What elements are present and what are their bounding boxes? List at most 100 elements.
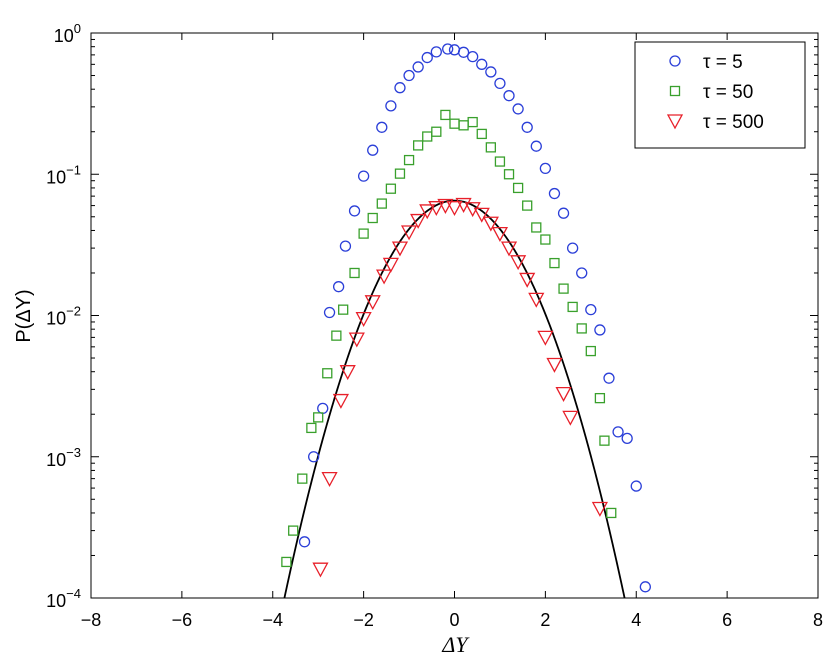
data-point-square: [485, 142, 497, 153]
data-point-triangle-down: [400, 225, 418, 241]
data-point-circle: [394, 82, 406, 94]
data-point-triangle-down: [510, 255, 527, 271]
data-point-square: [594, 392, 606, 404]
legend: τ = 5 τ = 50 τ = 500: [634, 41, 806, 149]
data-point-square: [540, 234, 551, 245]
data-point-circle: [385, 100, 397, 112]
data-point-square: [331, 330, 342, 341]
y-tick-label: 10−3: [46, 445, 81, 470]
data-point-triangle-down: [446, 201, 463, 217]
data-point-circle: [548, 187, 561, 200]
data-point-square: [503, 169, 515, 180]
data-point-circle: [298, 536, 311, 548]
data-point-square: [349, 267, 360, 279]
y-tick-label: 100: [54, 21, 81, 46]
legend-marker-triangle-down: [666, 114, 684, 130]
data-point-square: [585, 345, 596, 357]
data-point-square: [558, 283, 569, 294]
data-point-triangle-down: [364, 295, 381, 311]
data-point-circle: [566, 242, 579, 254]
x-tick-label: 2: [540, 610, 550, 630]
data-point-triangle-down: [482, 216, 499, 232]
data-point-circle: [332, 281, 345, 293]
y-tick-label: 10−1: [46, 162, 81, 187]
data-point-circle: [323, 306, 336, 319]
legend-entry-label: τ = 50: [703, 82, 753, 103]
data-point-circle: [348, 205, 361, 217]
data-point-circle: [457, 46, 470, 58]
data-point-triangle-down: [437, 198, 454, 214]
data-point-square: [512, 182, 524, 194]
data-point-circle: [494, 77, 506, 90]
data-point-circle: [603, 372, 615, 384]
data-point-square: [376, 198, 387, 209]
x-tick-label: −4: [262, 610, 283, 630]
data-point-circle: [585, 304, 597, 316]
gaussian-fit-curve: [283, 199, 626, 599]
data-point-square: [467, 116, 478, 128]
data-point-square: [576, 323, 587, 334]
data-point-triangle-down: [519, 272, 536, 288]
data-point-square: [385, 183, 397, 194]
data-point-circle: [467, 51, 479, 63]
x-tick-label: −2: [353, 610, 374, 630]
data-point-circle: [539, 162, 552, 175]
data-point-square: [549, 257, 560, 269]
data-point-triangle-down: [528, 292, 545, 308]
data-point-triangle-down: [391, 241, 409, 257]
data-point-circle: [512, 103, 524, 115]
data-point-circle: [521, 121, 533, 133]
data-point-square: [599, 435, 610, 446]
data-point-triangle-down: [546, 357, 563, 373]
curve-layer: [283, 199, 626, 599]
data-point-square: [306, 422, 317, 434]
data-point-triangle-down: [491, 226, 509, 242]
x-tick-label: −6: [172, 610, 193, 630]
data-point-circle: [430, 46, 442, 58]
data-point-circle: [630, 480, 642, 492]
data-point-circle: [576, 267, 588, 279]
data-point-triangle-down: [382, 257, 399, 273]
data-point-square: [322, 368, 333, 379]
data-point-triangle-down: [473, 207, 490, 223]
data-point-circle: [557, 207, 570, 219]
data-point-square: [431, 126, 442, 137]
data-point-triangle-down: [410, 213, 427, 229]
x-tick-label: −8: [81, 610, 102, 630]
data-point-triangle-down: [537, 330, 554, 346]
data-point-triangle-down: [428, 201, 445, 217]
data-point-square: [288, 525, 299, 536]
data-point-circle: [442, 43, 454, 55]
data-point-triangle-down: [464, 202, 481, 218]
data-point-square: [297, 473, 308, 484]
data-point-triangle-down: [500, 241, 518, 257]
data-point-triangle-down: [375, 269, 393, 285]
x-tick-label: 0: [449, 610, 459, 630]
data-point-circle: [403, 69, 415, 82]
data-point-square: [412, 140, 424, 151]
y-tick-label: 10−2: [46, 304, 81, 329]
data-point-triangle-down: [321, 471, 338, 488]
data-point-circle: [612, 426, 624, 438]
data-point-square: [403, 154, 415, 166]
data-point-triangle-down: [355, 311, 372, 328]
data-point-circle: [357, 170, 370, 182]
data-point-circle: [503, 90, 515, 102]
data-point-square: [494, 156, 506, 167]
marker-layer: [281, 43, 651, 593]
data-point-square: [394, 168, 406, 179]
y-tick-label: 10−4: [46, 586, 81, 611]
data-point-circle: [476, 58, 488, 70]
data-point-circle: [376, 121, 388, 133]
data-point-triangle-down: [312, 562, 329, 578]
data-point-square: [531, 222, 542, 233]
legend-entry-label: τ = 500: [703, 112, 764, 133]
data-point-circle: [307, 451, 320, 463]
data-point-triangle-down: [555, 386, 572, 402]
data-point-square: [313, 412, 324, 423]
data-point-square: [522, 200, 533, 211]
data-point-square: [567, 301, 578, 313]
data-point-circle: [639, 581, 651, 593]
data-point-square: [606, 507, 617, 519]
